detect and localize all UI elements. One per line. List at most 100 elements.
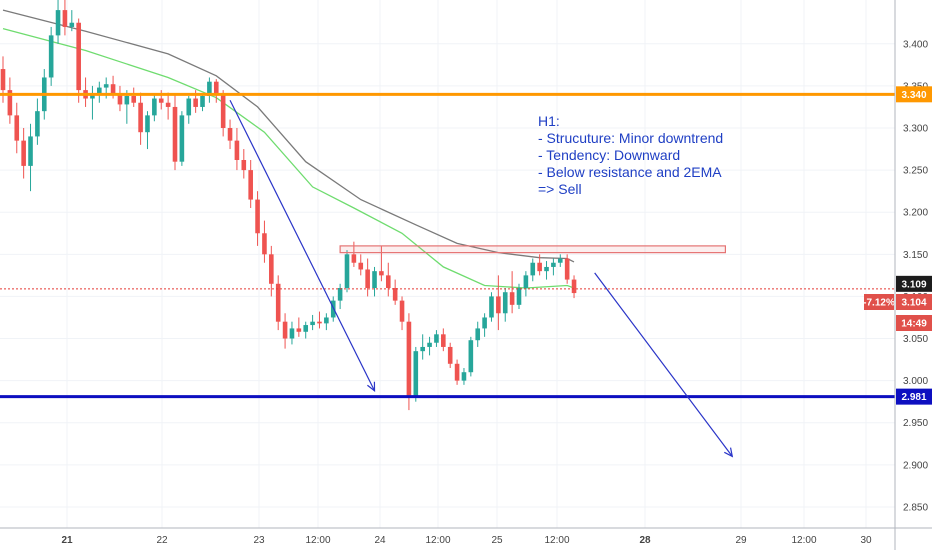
- candle-body: [571, 279, 577, 294]
- candle-body: [392, 288, 398, 301]
- price-level-tag: 3.109: [901, 279, 926, 290]
- ema-slow-line: [2, 9, 575, 263]
- analysis-note: H1: - Strucuture: Minor downtrend - Tenden…: [538, 113, 723, 197]
- candle-body: [241, 160, 247, 171]
- analysis-note-line: - Below resistance and 2EMA: [538, 164, 722, 180]
- candle-body: [427, 342, 432, 347]
- candle-body: [564, 258, 570, 280]
- candle-body: [489, 296, 494, 318]
- support-tag-bg: [896, 388, 932, 405]
- candle-body: [475, 328, 481, 341]
- y-tick-label: 3.150: [903, 250, 928, 261]
- y-tick-label: 3.300: [903, 124, 928, 135]
- candle-body: [406, 321, 412, 398]
- trend-arrow-shaft: [229, 99, 376, 392]
- candle-body: [145, 115, 150, 133]
- x-tick-label: 21: [61, 535, 73, 546]
- last-price-tag: 3.104: [901, 298, 926, 309]
- candle-body: [454, 363, 460, 381]
- candle-body: [14, 115, 20, 141]
- candle-body: [158, 98, 164, 103]
- candle-body: [365, 269, 370, 288]
- candle-body: [234, 140, 240, 160]
- candle-body: [200, 96, 205, 107]
- candle-body: [269, 254, 274, 284]
- support-tag: 2.981: [901, 392, 926, 403]
- candle-body: [0, 69, 6, 91]
- trend-arrows: [229, 99, 734, 458]
- countdown-tag-bg: [896, 315, 932, 331]
- change-tag: -7.12%: [863, 298, 895, 309]
- candle-body: [372, 271, 377, 288]
- y-tick-label: 3.400: [903, 39, 928, 50]
- candle-body: [351, 254, 357, 263]
- candle-body: [220, 94, 226, 128]
- x-tick-label: 23: [253, 535, 265, 546]
- candle-body: [482, 317, 487, 329]
- x-tick-label: 12:00: [791, 535, 816, 546]
- candle-body: [35, 111, 40, 137]
- candle-body: [97, 87, 102, 95]
- y-tick-label: 2.950: [903, 418, 928, 429]
- candle-body: [523, 275, 529, 288]
- candle-body: [385, 275, 391, 288]
- candle-body: [282, 321, 288, 339]
- candle-body: [441, 334, 446, 347]
- levels: [0, 92, 895, 399]
- candle-body: [496, 296, 501, 314]
- candle-body: [551, 262, 556, 267]
- candle-body: [28, 136, 33, 166]
- time-axis[interactable]: 21 22 23 12:00 24 12:00 25 12:00 28 29 12:00 30: [0, 527, 932, 546]
- candle-body: [337, 288, 343, 301]
- candle-body: [62, 10, 68, 27]
- candle-body: [358, 262, 364, 270]
- candle-body: [213, 81, 219, 95]
- candle-body: [434, 334, 439, 343]
- analysis-note-line: => Sell: [538, 181, 582, 197]
- candle-body: [186, 98, 192, 116]
- candle-body: [544, 266, 549, 272]
- candle-body: [413, 351, 419, 398]
- candle-body: [447, 346, 453, 364]
- candle-body: [255, 199, 260, 234]
- candle-body: [537, 262, 542, 272]
- candle-body: [420, 346, 425, 352]
- candle-body: [344, 254, 350, 288]
- candle-body: [103, 84, 109, 88]
- y-tick-label: 3.000: [903, 376, 928, 387]
- supply-zone: [339, 245, 726, 254]
- candle-body: [399, 300, 405, 322]
- candle-body: [90, 94, 95, 99]
- grid: [0, 0, 895, 528]
- price-level-tag-bg: [896, 275, 932, 292]
- candle-body: [131, 96, 137, 103]
- candle-body: [289, 328, 295, 339]
- candle-body: [248, 170, 253, 200]
- candle-body: [152, 98, 157, 116]
- x-tick-label: 28: [639, 535, 651, 546]
- price-axis[interactable]: 3.4003.3503.3003.2503.2003.1503.1003.050…: [894, 0, 928, 550]
- analysis-note-line: - Strucuture: Minor downtrend: [538, 130, 723, 146]
- candle-body: [324, 317, 329, 324]
- candle-body: [310, 321, 315, 326]
- analysis-note-line: H1:: [538, 113, 560, 129]
- candle-body: [262, 233, 267, 255]
- candle-body: [557, 258, 563, 263]
- candle-body: [48, 35, 54, 78]
- candle-body: [296, 328, 302, 332]
- last-price-tag-bg: [896, 294, 932, 310]
- y-tick-label: 3.050: [903, 334, 928, 345]
- candle-body: [179, 115, 185, 162]
- y-tick-label: 3.250: [903, 166, 928, 177]
- x-tick-label: 12:00: [305, 535, 330, 546]
- candle-body: [117, 94, 123, 105]
- candle-body: [468, 340, 474, 373]
- candle-body: [76, 22, 81, 91]
- candle-body: [509, 292, 515, 305]
- candle-body: [502, 292, 508, 314]
- candle-body: [379, 271, 384, 276]
- candle-body: [275, 283, 281, 322]
- candle-body: [110, 84, 116, 95]
- candles: [0, 0, 577, 411]
